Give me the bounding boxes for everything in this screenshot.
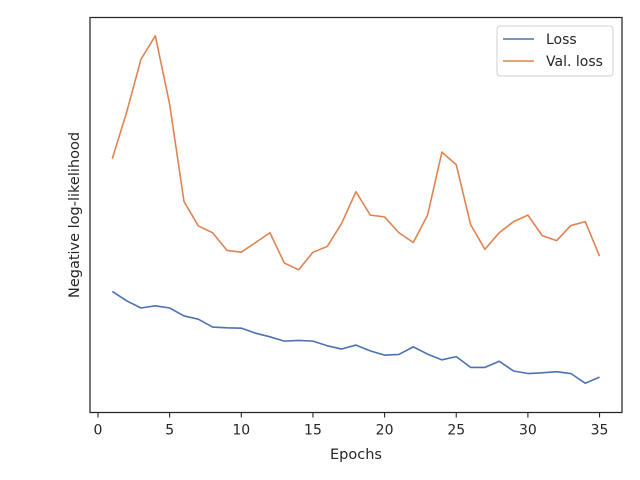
series-2-point — [269, 232, 271, 234]
series-1-point — [598, 376, 600, 378]
series-1-point — [512, 370, 514, 372]
series-2-point — [312, 251, 314, 253]
series-1-point — [412, 346, 414, 348]
series-2-point — [441, 151, 443, 153]
series-1-point — [555, 371, 557, 373]
series-2-point — [340, 222, 342, 224]
legend-label-1: Loss — [546, 32, 577, 48]
series-2-point — [412, 241, 414, 243]
series-2-point — [512, 220, 514, 222]
series-1-point — [469, 366, 471, 368]
x-tick-label: 25 — [447, 423, 465, 439]
series-1-point — [498, 360, 500, 362]
series-1-point — [140, 307, 142, 309]
series-1-point — [326, 345, 328, 347]
series-2-point — [111, 157, 113, 159]
series-2-point — [254, 241, 256, 243]
series-1-point — [527, 372, 529, 374]
series-line-1 — [111, 290, 600, 385]
series-2-point — [484, 248, 486, 250]
series-2-point — [183, 200, 185, 202]
x-axis-label: Epochs — [330, 447, 382, 463]
series-2-point — [369, 214, 371, 216]
series-2-point — [498, 232, 500, 234]
series-2-point — [154, 35, 156, 37]
series-2-point — [398, 232, 400, 234]
series-1-point — [426, 353, 428, 355]
series-1-point — [455, 355, 457, 357]
series-1-point — [197, 318, 199, 320]
series-2-point — [283, 262, 285, 264]
series-2-point — [211, 232, 213, 234]
x-tick-label: 15 — [304, 423, 322, 439]
series-1-point — [154, 305, 156, 307]
series-1-point — [584, 382, 586, 384]
plot-area — [111, 35, 601, 385]
series-2-point — [541, 234, 543, 236]
series-1-point — [441, 359, 443, 361]
series-2-point — [570, 224, 572, 226]
series-2-point — [598, 255, 600, 257]
series-1-point — [226, 327, 228, 329]
x-tick-label: 35 — [591, 423, 609, 439]
series-1-point — [340, 348, 342, 350]
series-1-point — [254, 332, 256, 334]
series-1-point — [383, 354, 385, 356]
x-tick-label: 0 — [94, 423, 103, 439]
series-2-point — [455, 164, 457, 166]
series-2-point — [584, 220, 586, 222]
series-2-point — [527, 214, 529, 216]
series-1-point — [183, 315, 185, 317]
series-1-point — [168, 307, 170, 309]
series-2-point — [426, 214, 428, 216]
series-1-point — [297, 339, 299, 341]
x-tick-label: 30 — [519, 423, 537, 439]
series-1-point — [369, 350, 371, 352]
series-2-point — [197, 225, 199, 227]
series-1-point — [283, 340, 285, 342]
series-2-point — [355, 191, 357, 193]
x-tick-label: 20 — [376, 423, 394, 439]
series-1-point — [484, 366, 486, 368]
series-2-point — [297, 269, 299, 271]
series-2-point — [125, 111, 127, 113]
series-2-point — [140, 58, 142, 60]
legend: Loss Val. loss — [496, 25, 614, 77]
series-1-point — [240, 327, 242, 329]
series-1-point — [211, 326, 213, 328]
legend-label-2: Val. loss — [546, 54, 603, 70]
series-2-point — [469, 223, 471, 225]
series-1-point — [312, 340, 314, 342]
series-1-point — [111, 290, 113, 292]
y-axis-label: Negative log-likelihood — [67, 132, 83, 298]
series-1-point — [355, 344, 357, 346]
series-1-point — [125, 300, 127, 302]
series-2-point — [226, 249, 228, 251]
series-2-point — [168, 103, 170, 105]
x-tick-label: 10 — [232, 423, 250, 439]
series-1-point — [541, 372, 543, 374]
x-tick-label: 5 — [165, 423, 174, 439]
axes-frame — [89, 16, 623, 414]
series-2-point — [240, 251, 242, 253]
series-2-point — [383, 216, 385, 218]
series-1-point — [570, 372, 572, 374]
series-1-point — [269, 336, 271, 338]
x-axis-ticks: 0 5 10 15 20 25 30 35 — [94, 412, 609, 439]
series-2-point — [555, 239, 557, 241]
series-1-point — [398, 353, 400, 355]
series-2-point — [326, 245, 328, 247]
series-line-2 — [111, 35, 601, 271]
